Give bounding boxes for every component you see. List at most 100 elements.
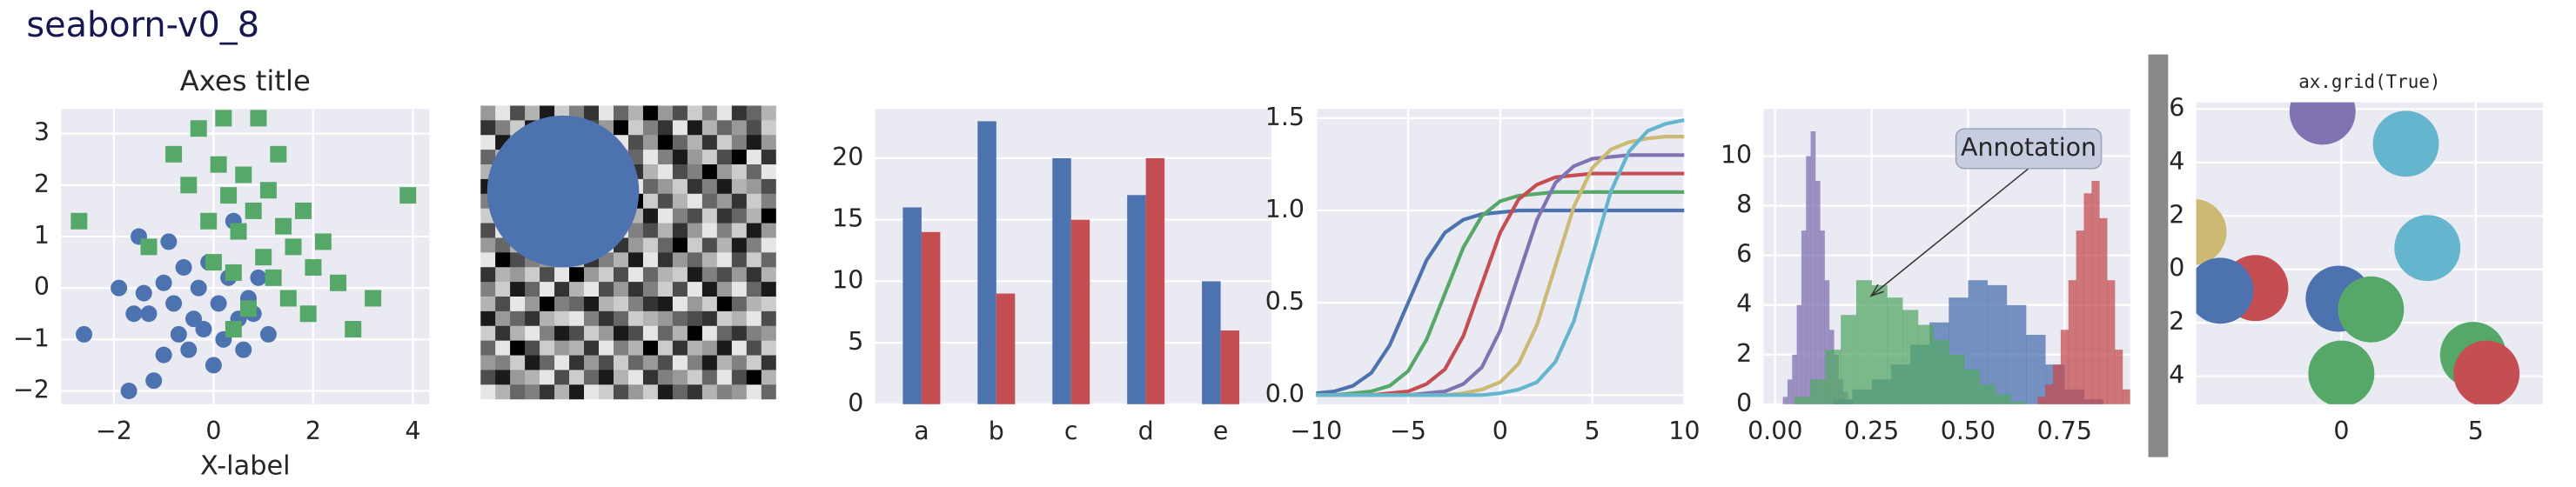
- pixel: [480, 370, 496, 385]
- pixel: [613, 105, 629, 121]
- pixel: [584, 370, 600, 385]
- pixel: [731, 223, 748, 239]
- y-tick-label: 0.5: [1265, 287, 1305, 316]
- pixel: [716, 178, 733, 195]
- pixel: [672, 252, 688, 268]
- pixel: [761, 267, 776, 283]
- pixel: [657, 355, 674, 371]
- pixel: [627, 267, 644, 283]
- pixel: [731, 310, 748, 327]
- bar: [1127, 195, 1146, 404]
- histogram-bar: [1810, 130, 1816, 404]
- marker: [125, 305, 143, 323]
- y-tick-label: 15: [832, 204, 863, 233]
- y-tick-label: 2: [1736, 339, 1752, 368]
- x-tick-label: a: [914, 417, 929, 445]
- pixel: [569, 384, 585, 400]
- pixel: [525, 384, 540, 400]
- marker: [305, 259, 322, 276]
- pixel: [761, 297, 776, 312]
- pixel: [642, 370, 659, 385]
- pixel: [731, 340, 748, 357]
- pixel: [540, 340, 555, 357]
- histogram-bar: [1887, 297, 1903, 404]
- pixel: [761, 150, 776, 165]
- pixel: [731, 120, 748, 136]
- histogram-bar: [2068, 280, 2076, 404]
- pixel: [627, 355, 644, 371]
- pixel: [642, 178, 659, 195]
- marker: [190, 120, 207, 137]
- plot-area: [1316, 117, 1685, 397]
- x-tick-label: 0: [2333, 417, 2349, 445]
- pixel: [599, 384, 614, 400]
- pixel: [495, 340, 511, 357]
- pixel: [701, 282, 718, 297]
- marker: [235, 166, 252, 183]
- pixel: [495, 252, 511, 268]
- pixel: [480, 384, 496, 400]
- pixel: [761, 370, 776, 385]
- y-tick-label: 8: [1736, 190, 1752, 219]
- pixel: [687, 340, 703, 357]
- marker: [120, 383, 138, 400]
- line: [1316, 117, 1685, 397]
- marker: [200, 212, 218, 230]
- bar: [977, 121, 996, 404]
- y-tick-label: 6: [1736, 240, 1752, 269]
- pixel: [701, 223, 718, 239]
- pixel: [569, 297, 585, 312]
- pixel: [627, 120, 644, 136]
- pixel: [731, 370, 748, 385]
- pixel: [584, 355, 600, 371]
- pixel: [701, 340, 718, 357]
- pixel: [657, 105, 674, 121]
- marker: [240, 300, 257, 317]
- pixel: [525, 297, 540, 312]
- pixel: [627, 237, 644, 253]
- pixel: [657, 370, 674, 385]
- pixel: [569, 325, 585, 342]
- pixel: [672, 223, 688, 239]
- marker: [2394, 215, 2461, 282]
- pixel: [599, 325, 614, 342]
- marker: [205, 254, 222, 271]
- annotation-arrowhead: [1869, 284, 1884, 297]
- marker: [2196, 257, 2254, 324]
- marker: [279, 290, 297, 307]
- pixel: [613, 267, 629, 283]
- pixel: [480, 267, 496, 283]
- pixel: [672, 370, 688, 385]
- pixel: [716, 135, 733, 150]
- histogram-bar: [1964, 369, 1981, 404]
- pixel: [510, 310, 526, 327]
- histogram-bar: [1801, 230, 1807, 404]
- y-tick-label: 6: [2169, 93, 2184, 122]
- pixel: [657, 282, 674, 297]
- y-tick-label: −1: [13, 324, 50, 352]
- pixel: [540, 267, 555, 283]
- pixel: [599, 297, 614, 312]
- pixel: [554, 384, 570, 400]
- bar: [1202, 281, 1221, 404]
- x-tick-label: 0.25: [1844, 417, 1899, 445]
- pixel: [701, 120, 718, 136]
- pixel: [731, 164, 748, 180]
- pixel: [613, 282, 629, 297]
- annotation-box: [1955, 128, 2103, 170]
- marker: [2338, 276, 2405, 343]
- pixel: [716, 223, 733, 239]
- pixel: [716, 282, 733, 297]
- plot-area: [1782, 130, 2130, 404]
- pixel: [525, 355, 540, 371]
- pixel: [687, 178, 703, 195]
- histogram-bar: [1917, 324, 1934, 404]
- pixel: [746, 252, 762, 268]
- pixel: [627, 282, 644, 297]
- marker: [265, 269, 282, 286]
- pixel: [716, 150, 733, 165]
- pixel: [761, 120, 776, 136]
- plot-area: [902, 121, 1240, 404]
- pixel: [599, 252, 614, 268]
- marker: [235, 341, 252, 358]
